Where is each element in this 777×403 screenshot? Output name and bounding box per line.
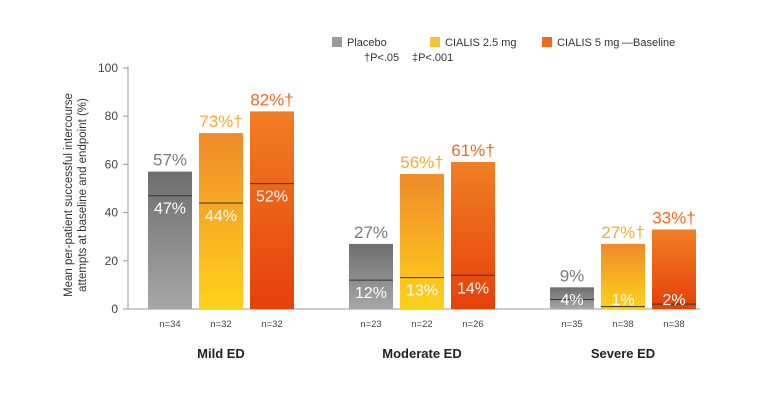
value-label: 57%: [153, 151, 187, 170]
value-label: 27%: [354, 223, 388, 242]
bars: [148, 111, 696, 309]
legend-swatch-placebo: [332, 37, 342, 47]
baseline-label: 52%: [256, 189, 288, 206]
value-label: 27%†: [601, 223, 644, 242]
n-label: n=35: [561, 319, 582, 330]
baseline-label: 4%: [560, 292, 583, 309]
legend-label-cialis-2-5: CIALIS 2.5 mg: [445, 37, 517, 49]
bar-cialis-2-5-mg-mild-ed: [199, 133, 243, 309]
n-label: n=23: [360, 319, 381, 330]
n-label: n=26: [462, 319, 483, 330]
bar-cialis-2-5-mg-moderate-ed: [400, 174, 444, 309]
category-label: Severe ED: [591, 346, 655, 361]
footnote-p001: ‡P<.001: [412, 52, 453, 64]
value-label: 33%†: [652, 208, 695, 227]
y-tick-label: 80: [105, 109, 119, 123]
legend-label-placebo: Placebo: [347, 37, 387, 49]
y-tick-label: 100: [98, 61, 118, 75]
category-label: Moderate ED: [382, 346, 461, 361]
bar-placebo-severe-ed: [550, 287, 594, 309]
legend-swatch-cialis-2-5: [430, 37, 440, 47]
y-axis-title-line-2: attempts at baseline and endpoint (%): [77, 98, 89, 292]
baseline-label: 14%: [457, 280, 489, 297]
bar-cialis-2-5-mg-severe-ed: [601, 243, 645, 309]
y-tick-label: 40: [105, 206, 119, 220]
legend-swatch-cialis-5: [542, 37, 552, 47]
category-label: Mild ED: [197, 346, 245, 361]
legend: Placebo CIALIS 2.5 mg CIALIS 5 mg —Basel…: [332, 37, 675, 64]
footnote-p05: †P<.05: [364, 52, 399, 64]
value-label: 9%: [560, 266, 585, 285]
legend-label-baseline: —Baseline: [622, 37, 675, 49]
legend-label-cialis-5: CIALIS 5 mg: [557, 37, 619, 49]
n-label: n=34: [159, 319, 180, 330]
baseline-label: 47%: [154, 201, 186, 218]
baseline-label: 1%: [611, 292, 634, 309]
bar-cialis-5-mg-mild-ed: [250, 111, 294, 309]
n-label: n=22: [411, 319, 432, 330]
baseline-label: 12%: [355, 285, 387, 302]
value-label: 73%†: [199, 112, 242, 131]
bar-labels: 57% 47% n=34 73%† 44% n=32 82%† 52% n=32 Mild ED 2…: [153, 90, 696, 361]
n-label: n=38: [663, 319, 684, 330]
n-label: n=32: [210, 319, 231, 330]
bar-placebo-mild-ed: [148, 171, 192, 309]
bar-placebo-moderate-ed: [349, 243, 393, 309]
y-tick-label: 20: [105, 254, 119, 268]
y-axis-title-line-1: Mean per-patient successful intercourse: [63, 93, 75, 297]
value-label: 56%†: [400, 153, 443, 172]
y-tick-label: 0: [111, 302, 118, 316]
y-tick-label: 60: [105, 157, 119, 171]
baseline-label: 13%: [406, 283, 438, 300]
bar-cialis-5-mg-severe-ed: [652, 229, 696, 309]
n-label: n=38: [612, 319, 633, 330]
bar-cialis-5-mg-moderate-ed: [451, 161, 495, 309]
value-label: 61%†: [451, 141, 494, 160]
y-axis-title: Mean per-patient successful intercourse …: [63, 93, 89, 297]
n-label: n=32: [261, 319, 282, 330]
baseline-label: 2%: [662, 292, 685, 309]
value-label: 82%†: [250, 90, 293, 109]
baseline-label: 44%: [205, 208, 237, 225]
